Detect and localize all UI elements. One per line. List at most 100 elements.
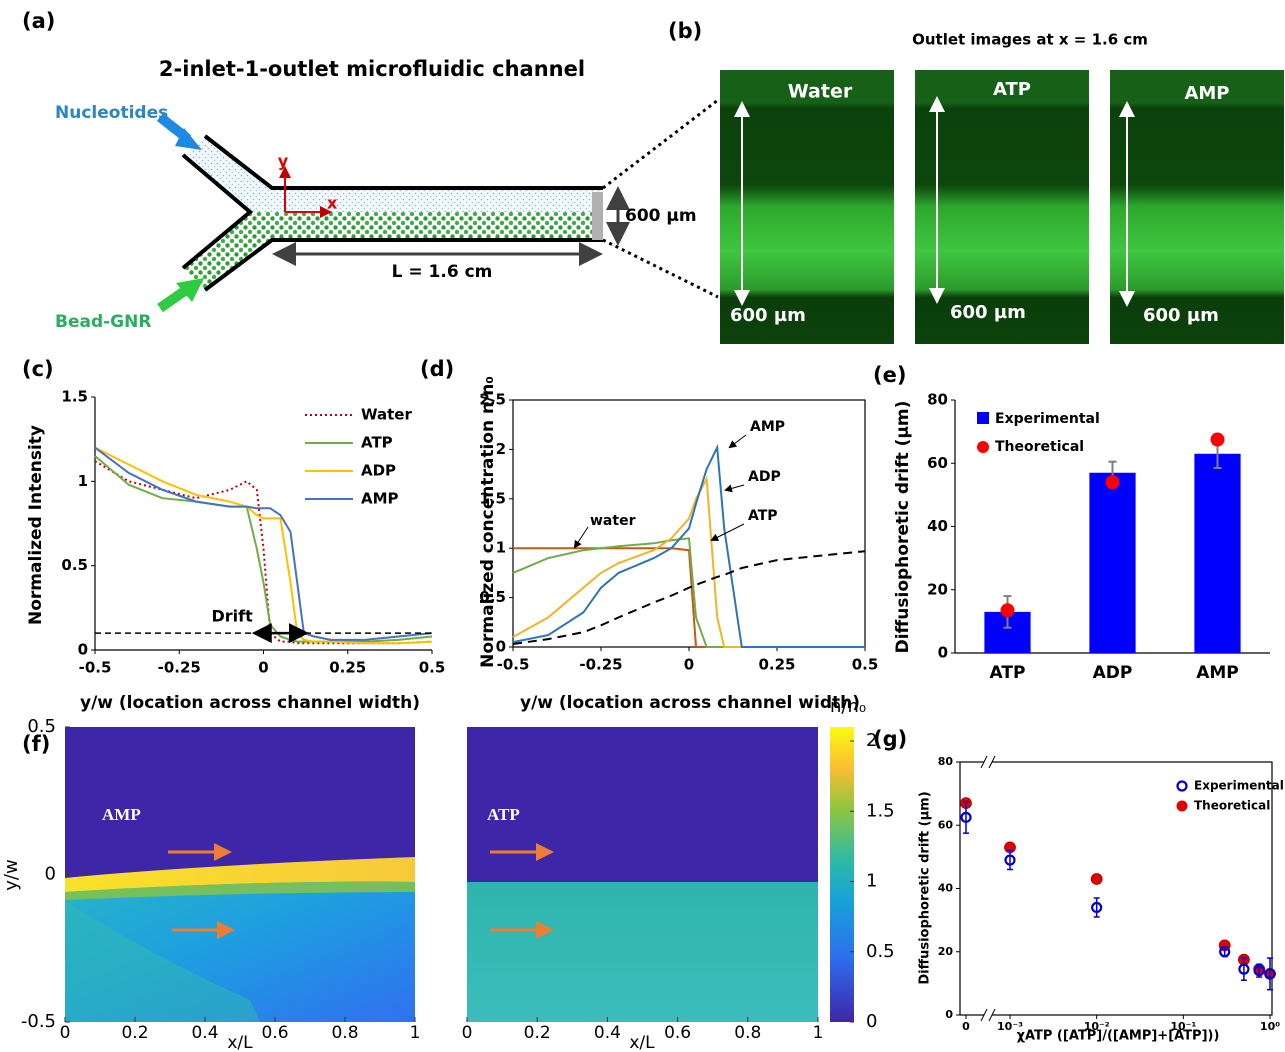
x-tick-label: 1 (410, 1023, 421, 1043)
y-tick-label: 0 (945, 1008, 953, 1021)
panel-label: (c) (22, 357, 54, 381)
y-tick-label: 60 (927, 454, 948, 472)
y-tick-label: 60 (938, 818, 954, 831)
x-axis-label: x/L (629, 1033, 655, 1052)
x-tick-label: 0.6 (261, 1023, 288, 1043)
label-pointer (724, 484, 745, 493)
panel-label: (g) (873, 727, 907, 751)
legend-label: ATP (361, 434, 393, 452)
inlet-arrow (157, 285, 189, 313)
x-tick-label: 10⁻² (1084, 1020, 1110, 1033)
x-tick-label: ATP (990, 663, 1026, 683)
plot-frame (512, 399, 866, 648)
x-tick-label: 0.8 (331, 1023, 358, 1043)
series-line (512, 550, 866, 645)
x-tick-label: 0 (60, 1023, 71, 1043)
experiment-point (960, 811, 972, 823)
fluorescence-image (720, 70, 894, 344)
x-tick-label: 1 (813, 1023, 824, 1043)
heatmap-region (467, 882, 818, 1022)
experiment-point (1238, 963, 1250, 975)
series-line (94, 446, 433, 641)
width-label: 600 µm (1143, 305, 1219, 326)
y-tick-label: 0 (938, 644, 948, 662)
y-tick-label: -0.5 (21, 1011, 56, 1032)
image-label: Water (788, 81, 853, 103)
x-tick-label: 10⁻¹ (1170, 1020, 1196, 1033)
heatmap-label: ATP (487, 805, 520, 824)
panel-label: (f) (22, 732, 50, 756)
x-tick-label: 0.2 (121, 1023, 148, 1043)
heatmap-label: AMP (102, 805, 141, 824)
y-tick-label: 2.5 (479, 391, 506, 409)
legend-label: Theoretical (1194, 799, 1270, 813)
y-tick-label: 1.5 (479, 489, 506, 507)
y-axis-label: Normalized concentration n/n₀ (478, 376, 498, 668)
series-label: ADP (748, 469, 781, 485)
axis-break (984, 756, 992, 768)
theory-point (1000, 603, 1015, 618)
legend-swatch (977, 412, 989, 424)
experiment-point (1253, 965, 1265, 977)
colorbar (830, 727, 854, 1022)
colorbar-tick-label: 0.5 (866, 941, 895, 962)
legend-label: Water (361, 406, 412, 424)
label-pointer (573, 526, 589, 549)
channel-wall (203, 238, 603, 292)
experiment-point (1004, 854, 1016, 866)
x-tick-label: 0.25 (758, 656, 795, 674)
y-axis-label: Diffusiophoretic drift (µm) (893, 401, 913, 654)
x-tick-label: -0.5 (79, 659, 112, 677)
x-tick-label: -0.25 (579, 656, 622, 674)
x-axis-label: χATP ([ATP]/([AMP]+[ATP])) (1017, 1029, 1220, 1044)
y-tick-label: 80 (938, 755, 954, 768)
experiment-point (1219, 946, 1231, 958)
series-line (94, 460, 433, 645)
axis-break (980, 755, 988, 769)
panel-label: (d) (420, 357, 454, 381)
diagram-title: 2-inlet-1-outlet microfluidic channel (159, 57, 585, 81)
colorbar-tick-label: 1.5 (866, 800, 895, 821)
series-label: ATP (748, 508, 778, 524)
y-tick-label: 0 (496, 638, 506, 656)
x-tick-label: -0.25 (158, 659, 201, 677)
series-line (94, 446, 433, 645)
y-tick-label: 0.5 (27, 716, 56, 737)
image-label: ATP (993, 79, 1031, 100)
y-tick-label: 1 (496, 539, 506, 557)
panel-a: (a) 2-inlet-1-outlet microfluidic channe… (22, 9, 719, 332)
x-tick-label: 10⁻³ (997, 1020, 1023, 1033)
panel-label: (b) (668, 19, 702, 43)
inlet-arrow (176, 278, 204, 302)
panel-b: (b) Outlet images at x = 1.6 cm Water 60… (668, 19, 1284, 344)
x-axis-label: y/w (location across channel width) (520, 693, 860, 713)
y-tick-label: 80 (927, 391, 948, 409)
annotation: Drift (211, 607, 253, 626)
y-tick-label: 20 (938, 945, 954, 958)
y-axis-label: Diffusiophoretic drift (µm) (918, 791, 933, 984)
inlet-label: Bead-GNR (55, 312, 151, 332)
heatmap-region (65, 900, 260, 1022)
x-tick-label: 0 (962, 1020, 970, 1033)
colorbar-tick-label: 1 (866, 871, 877, 892)
zoom-line (602, 98, 719, 190)
y-tick-label: 40 (927, 517, 948, 535)
images-title: Outlet images at x = 1.6 cm (912, 31, 1148, 49)
channel-wall (203, 134, 603, 190)
y-tick-label: 0.5 (61, 556, 88, 574)
inlet-label: Nucleotides (55, 103, 168, 123)
outlet-window (592, 192, 603, 240)
bar (1194, 453, 1241, 653)
x-tick-label: ADP (1093, 663, 1133, 683)
legend-swatch (1176, 800, 1188, 812)
axis-break (984, 1009, 992, 1021)
colorbar-label: n/n₀ (830, 696, 866, 717)
y-tick-label: 0 (45, 864, 56, 885)
axis-label: x (327, 194, 338, 213)
x-tick-label: 0.25 (329, 659, 366, 677)
theory-point (1210, 432, 1225, 447)
axis-break (980, 1008, 988, 1022)
x-tick-label: 0.5 (852, 656, 879, 674)
